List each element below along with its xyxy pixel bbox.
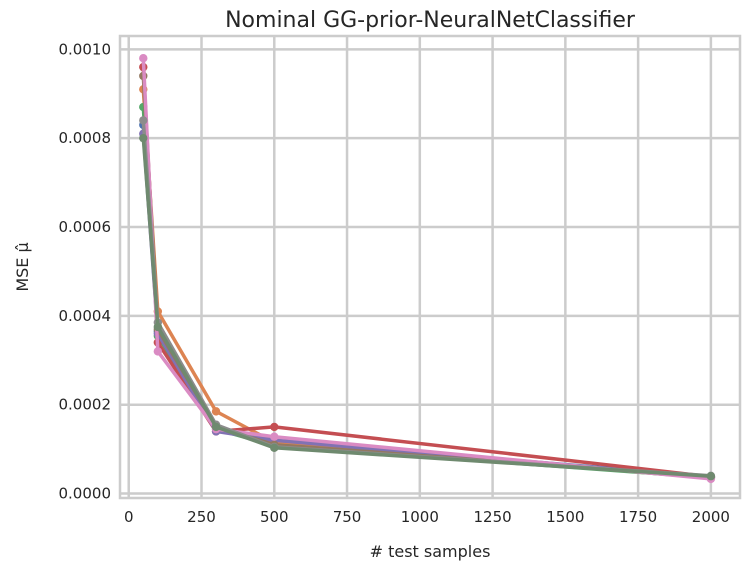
x-tick-label: 1750 [619, 508, 657, 526]
x-tick-label: 250 [187, 508, 216, 526]
x-tick-label: 0 [124, 508, 134, 526]
data-point [706, 472, 716, 481]
x-tick-label: 750 [333, 508, 362, 526]
data-point [153, 322, 163, 332]
data-point [270, 443, 279, 453]
x-tick-labels: 0 250 500 750 1000 1250 1500 1750 2000 [124, 508, 730, 526]
x-tick-label: 2000 [692, 508, 730, 526]
grid-lines [120, 36, 740, 498]
y-tick-label: 0.0006 [59, 218, 112, 236]
data-point [139, 133, 148, 143]
y-tick-label: 0.0002 [59, 396, 112, 414]
series-9 [139, 133, 716, 481]
y-tick-label: 0.0004 [59, 307, 112, 325]
chart-title: Nominal GG-prior-NeuralNetClassifier [225, 8, 636, 33]
y-tick-label: 0.0000 [59, 485, 112, 503]
data-point [270, 422, 279, 432]
y-tick-labels: 0.0000 0.0002 0.0004 0.0006 0.0008 0.0010 [59, 40, 112, 502]
y-axis-label: MSE μ̂ [13, 242, 32, 291]
x-tick-label: 1500 [546, 508, 584, 526]
data-point [211, 407, 221, 416]
x-tick-label: 500 [260, 508, 289, 526]
y-tick-label: 0.0008 [59, 129, 112, 147]
data-point [139, 116, 148, 125]
data-point [270, 432, 279, 441]
data-point [139, 54, 148, 63]
data-point [211, 422, 221, 432]
x-tick-label: 1250 [473, 508, 511, 526]
data-point [153, 347, 163, 356]
y-tick-label: 0.0010 [59, 40, 112, 58]
x-axis-label: # test samples [370, 542, 491, 561]
series-layer [139, 54, 716, 484]
plot-frame [118, 34, 742, 500]
x-tick-label: 1000 [401, 508, 439, 526]
